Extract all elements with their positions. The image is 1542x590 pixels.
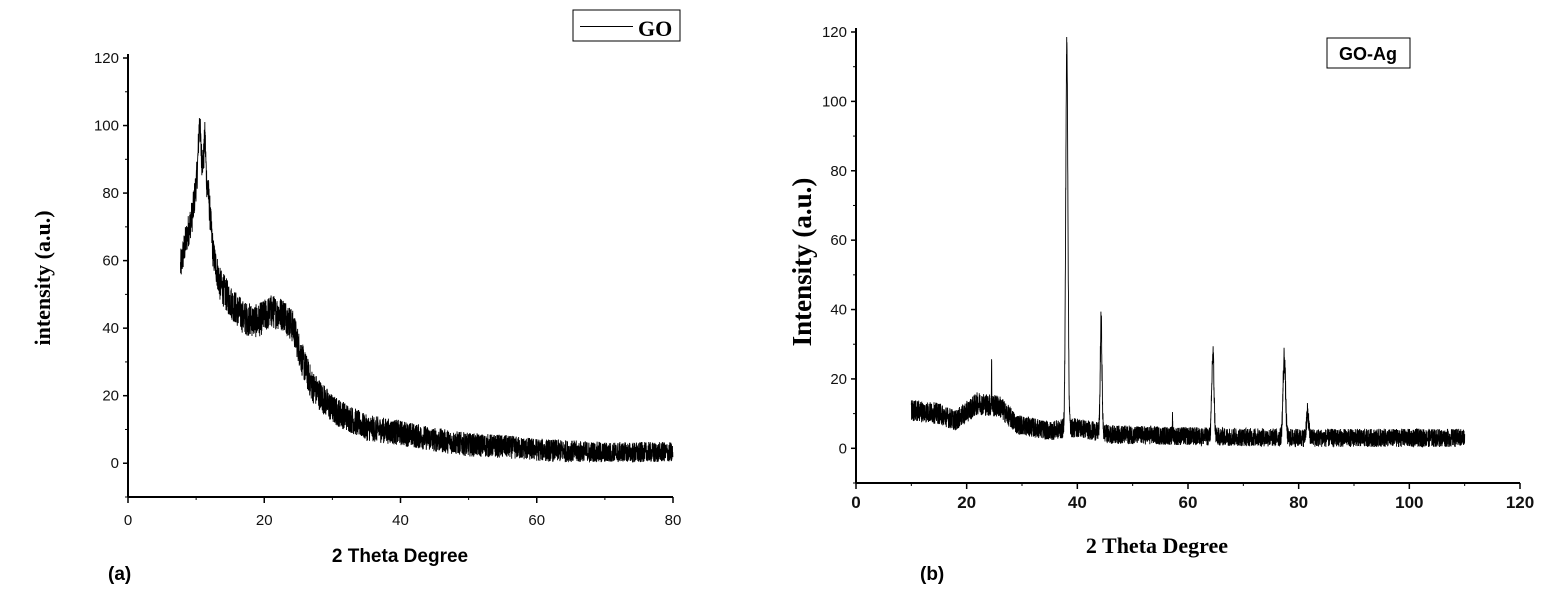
y-tick-label: 0 xyxy=(111,455,119,472)
x-axis-title-b: 2 Theta Degree xyxy=(1086,533,1228,558)
y-tick-label: 20 xyxy=(830,371,847,388)
x-tick-label: 80 xyxy=(1289,493,1308,512)
series-trace-go xyxy=(180,117,674,464)
panel-a-go: GO 2 Theta Degree intensity (a.u.) (a) 0… xyxy=(30,9,682,585)
panel-label-a: (a) xyxy=(108,564,131,585)
x-tick-label: 80 xyxy=(665,512,682,529)
y-tick-label: 0 xyxy=(839,440,847,457)
x-tick-label: 0 xyxy=(124,512,132,529)
y-tick-label: 100 xyxy=(94,118,119,135)
x-tick-label: 60 xyxy=(1179,493,1198,512)
x-tick-label: 20 xyxy=(256,512,273,529)
legend-box xyxy=(572,9,681,42)
x-axis-title-a: 2 Theta Degree xyxy=(332,546,468,567)
x-tick-label: 120 xyxy=(1506,493,1534,512)
y-tick-label: 80 xyxy=(102,185,119,202)
x-tick-label: 20 xyxy=(957,493,976,512)
y-tick-label: 100 xyxy=(822,93,847,110)
y-tick-label: 120 xyxy=(94,50,119,67)
y-axis-title-a: intensity (a.u.) xyxy=(30,210,55,345)
x-tick-label: 40 xyxy=(392,512,409,529)
panel-label-b: (b) xyxy=(920,564,944,585)
y-tick-label: 20 xyxy=(102,388,119,405)
y-tick-label: 40 xyxy=(102,320,119,337)
series-trace-go-ag xyxy=(910,36,1466,448)
x-tick-label: 40 xyxy=(1068,493,1087,512)
legend-label-go-ag: GO-Ag xyxy=(1339,44,1397,64)
y-tick-label: 80 xyxy=(830,163,847,180)
y-tick-label: 60 xyxy=(830,232,847,249)
y-tick-label: 40 xyxy=(830,302,847,319)
legend-box xyxy=(1326,37,1411,69)
panel-b-go-ag: GO-Ag 2 Theta Degree Intensity (a.u.) (b… xyxy=(787,24,1534,585)
y-axis-title-b: Intensity (a.u.) xyxy=(787,178,817,347)
x-tick-label: 100 xyxy=(1395,493,1423,512)
legend-label-go: GO xyxy=(638,16,672,41)
x-tick-label: 60 xyxy=(528,512,545,529)
x-tick-label: 0 xyxy=(851,493,860,512)
y-tick-label: 120 xyxy=(822,24,847,41)
y-tick-label: 60 xyxy=(102,253,119,270)
